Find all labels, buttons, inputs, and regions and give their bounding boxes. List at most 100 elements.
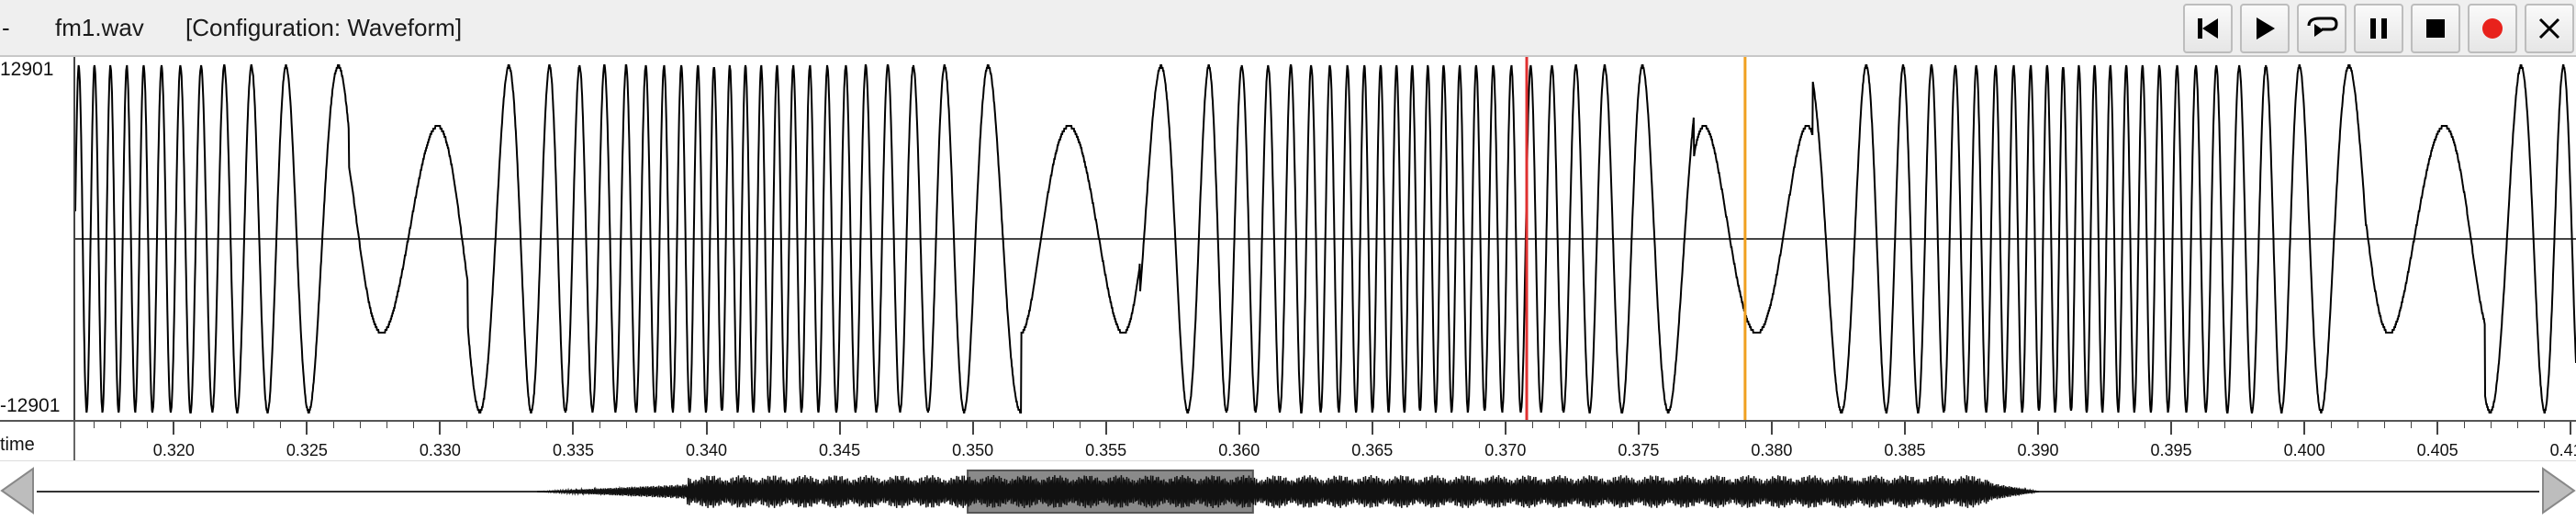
waveform-trace — [74, 64, 2576, 413]
minor-tick — [1691, 422, 1693, 428]
skip-to-start-icon — [2198, 18, 2218, 39]
minor-tick — [2544, 422, 2546, 428]
configuration-label: [Configuration: Waveform] — [185, 14, 463, 41]
title-bar: - fm1.wav [Configuration: Waveform] — [0, 0, 2576, 57]
stop-button[interactable] — [2411, 4, 2460, 53]
file-name: fm1.wav — [55, 14, 144, 41]
major-tick — [971, 422, 974, 435]
major-tick — [1104, 422, 1107, 435]
minor-tick — [227, 422, 229, 428]
skip-to-start-button[interactable] — [2183, 4, 2233, 53]
minor-tick — [1664, 422, 1666, 428]
time-axis: time 0.320 0.325 0.330 0.335 0.340 0.345 0.350… — [0, 420, 2576, 462]
tick-label: 0.380 — [1751, 441, 1793, 459]
scroll-left-icon[interactable] — [0, 467, 37, 515]
major-tick — [2303, 422, 2306, 435]
overview-scrollbar[interactable] — [0, 460, 2576, 521]
tick-label: 0.355 — [1085, 441, 1127, 459]
tick-label: 0.370 — [1484, 441, 1527, 459]
time-axis-label: time — [0, 435, 35, 455]
title-dash: - — [2, 14, 10, 41]
minor-tick — [2278, 422, 2279, 428]
minor-tick — [892, 422, 894, 428]
major-tick — [1238, 422, 1240, 435]
minor-tick — [2491, 422, 2492, 428]
minor-tick — [2331, 422, 2333, 428]
axis-separator — [73, 422, 75, 462]
loop-play-button[interactable] — [2297, 4, 2346, 53]
record-button[interactable] — [2468, 4, 2517, 53]
minor-tick — [413, 422, 415, 428]
minor-tick — [946, 422, 947, 428]
play-button[interactable] — [2240, 4, 2290, 53]
minor-tick — [2411, 422, 2413, 428]
tick-label: 0.390 — [2017, 441, 2059, 459]
minor-tick — [679, 422, 681, 428]
minor-tick — [386, 422, 388, 428]
close-button[interactable] — [2525, 4, 2574, 53]
minor-tick — [1451, 422, 1453, 428]
tick-label: 0.325 — [286, 441, 328, 459]
minor-tick — [812, 422, 814, 428]
scroll-right-icon[interactable] — [2539, 467, 2576, 515]
minor-tick — [919, 422, 921, 428]
minor-tick — [1398, 422, 1400, 428]
minor-tick — [360, 422, 362, 428]
overview-trace — [537, 474, 2039, 509]
pause-button[interactable] — [2354, 4, 2403, 53]
minor-tick — [1744, 422, 1746, 428]
minor-tick — [2198, 422, 2200, 428]
waveform-area[interactable] — [73, 57, 2576, 420]
minor-tick — [2384, 422, 2386, 428]
minor-tick — [1851, 422, 1853, 428]
minor-tick — [200, 422, 202, 428]
major-tick — [1903, 422, 1906, 435]
overview-waveform[interactable] — [37, 461, 2539, 521]
tick-label: 0.340 — [685, 441, 728, 459]
tick-label: 0.395 — [2150, 441, 2192, 459]
tick-label: 0.330 — [419, 441, 461, 459]
minor-tick — [2251, 422, 2253, 428]
minor-tick — [253, 422, 255, 428]
major-tick — [1504, 422, 1506, 435]
minor-tick — [1212, 422, 1214, 428]
tick-label: 0.360 — [1218, 441, 1260, 459]
tick-label: 0.350 — [952, 441, 994, 459]
minor-tick — [1345, 422, 1347, 428]
tick-label: 0.335 — [552, 441, 594, 459]
minor-tick — [866, 422, 868, 428]
minor-tick — [1025, 422, 1027, 428]
waveform-plot[interactable] — [74, 57, 2576, 420]
minor-tick — [1531, 422, 1533, 428]
major-tick — [306, 422, 308, 435]
minor-tick — [1318, 422, 1320, 428]
tick-label: 0.320 — [152, 441, 195, 459]
minor-tick — [1957, 422, 1959, 428]
stop-icon — [2426, 19, 2445, 38]
minor-tick — [546, 422, 548, 428]
minor-tick — [147, 422, 149, 428]
major-tick — [2037, 422, 2039, 435]
minor-tick — [2065, 422, 2066, 428]
minor-tick — [2464, 422, 2466, 428]
minor-tick — [999, 422, 1001, 428]
minor-tick — [2224, 422, 2226, 428]
record-icon — [2482, 18, 2503, 39]
close-icon — [2538, 17, 2560, 40]
minor-tick — [1877, 422, 1879, 428]
minor-tick — [1425, 422, 1427, 428]
major-tick — [2436, 422, 2439, 435]
tick-label: 0.400 — [2283, 441, 2325, 459]
minor-tick — [1185, 422, 1187, 428]
minor-tick — [493, 422, 495, 428]
tick-label: 0.365 — [1351, 441, 1394, 459]
major-tick — [439, 422, 442, 435]
tick-label: 0.405 — [2416, 441, 2458, 459]
tick-label: 0.375 — [1618, 441, 1660, 459]
major-tick — [705, 422, 708, 435]
minor-tick — [2118, 422, 2120, 428]
minor-tick — [120, 422, 122, 428]
minor-tick — [94, 422, 95, 428]
minor-tick — [1984, 422, 1986, 428]
major-tick — [1371, 422, 1373, 435]
